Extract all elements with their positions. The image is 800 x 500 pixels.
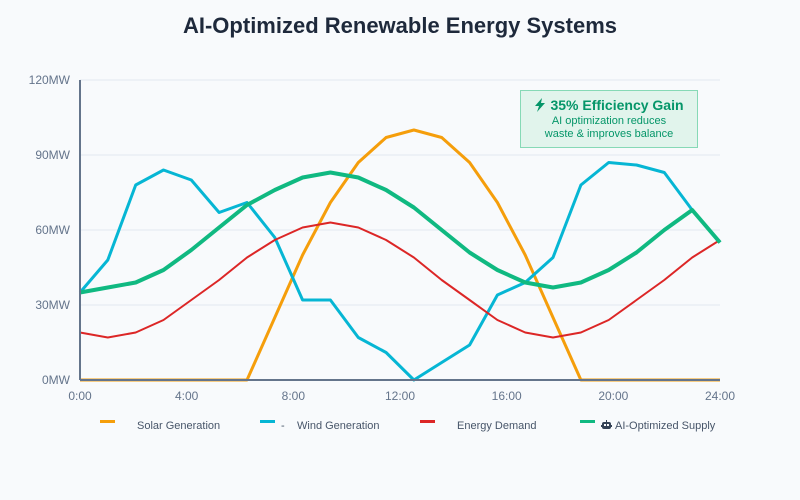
robot-icon [601,420,612,429]
series-lines [78,128,722,382]
x-tick-label: 16:00 [492,389,522,403]
y-axis-ticks: 0MW 30MW 60MW 90MW 120MW [29,73,71,387]
x-tick-label: 20:00 [598,389,628,403]
y-tick-label: 0MW [42,373,71,387]
legend-swatch-wind [260,420,275,423]
x-tick-label: 4:00 [175,389,199,403]
x-tick-label: 12:00 [385,389,415,403]
series-line-solar-generation [80,128,720,382]
legend-swatch-solar [100,420,115,423]
legend-swatch-ai-supply [580,420,595,423]
callout-headline-row: 35% Efficiency Gain [521,97,697,113]
lightning-icon [535,98,546,112]
chart-title: AI-Optimized Renewable Energy Systems [182,13,618,38]
legend-label-demand: Energy Demand [457,420,537,432]
x-tick-label: 0:00 [68,389,92,403]
callout-line-2: waste & improves balance [544,128,674,140]
legend-prefix-wind: - [281,420,285,432]
legend: Solar Generation - Wind Generation Energ… [0,418,800,438]
x-axis-ticks: 0:00 4:00 8:00 12:00 16:00 20:00 24:00 [68,389,735,403]
x-tick-label: 8:00 [282,389,306,403]
y-tick-label: 120MW [29,73,71,87]
legend-label-ai-supply: AI-Optimized Supply [615,420,716,432]
series-line-ai-optimized-supply [79,170,722,295]
series-line-energy-demand [79,221,721,339]
y-tick-label: 60MW [35,223,70,237]
y-tick-label: 30MW [35,298,70,312]
legend-label-solar: Solar Generation [137,420,221,432]
callout-line-1: AI optimization reduces [551,115,667,127]
y-tick-label: 90MW [35,148,70,162]
legend-swatch-demand [420,420,435,423]
x-tick-label: 24:00 [705,389,735,403]
legend-label-ai-supply-wrap: AI-Optimized Supply [601,420,715,432]
efficiency-callout: 35% Efficiency Gain AI optimization redu… [520,90,698,148]
series-line-wind-generation [78,161,722,382]
legend-label-wind: Wind Generation [297,420,380,432]
callout-headline: 35% Efficiency Gain [550,97,684,113]
